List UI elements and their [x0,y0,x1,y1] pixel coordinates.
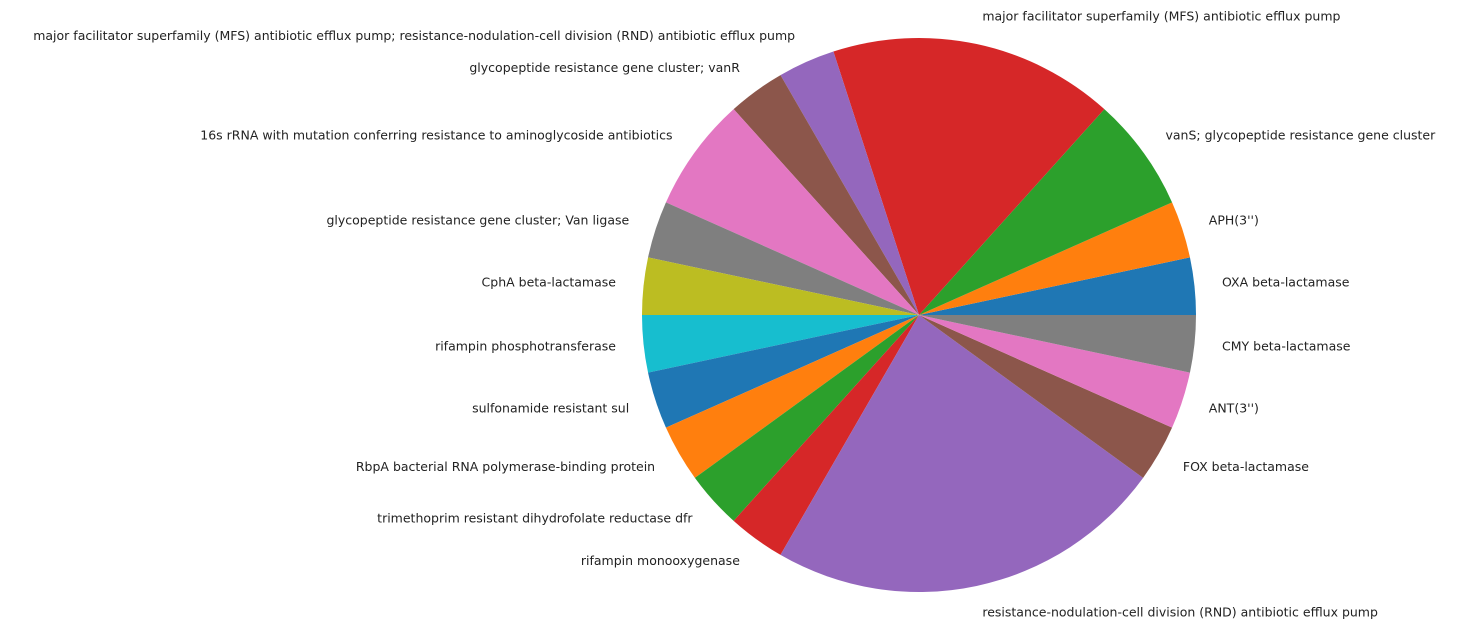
pie-slice-16 [919,315,1190,428]
pie-slice-label-7: glycopeptide resistance gene cluster; Va… [326,212,629,227]
pie-slice-label-1: APH(3'') [1209,212,1259,227]
pie-slice-label-11: RbpA bacterial RNA polymerase-binding pr… [356,459,655,474]
pie-slice-2 [919,109,1173,316]
pie-slice-7 [648,202,919,315]
pie-slice-label-0: OXA beta-lactamase [1222,275,1350,290]
pie-slice-11 [665,315,919,478]
pie-slice-label-4: major facilitator superfamily (MFS) anti… [33,28,795,43]
pie-slice-14 [780,315,1144,593]
pie-slice-label-13: rifampin monooxygenase [581,553,740,568]
pie-slice-13 [733,315,919,555]
pie-slice-label-9: rifampin phosphotransferase [435,338,616,353]
pie-slice-0 [919,257,1196,315]
pie-slice-12 [694,315,919,521]
pie-slice-label-3: major facilitator superfamily (MFS) anti… [982,8,1340,23]
pie-slice-label-15: FOX beta-lactamase [1183,459,1309,474]
pie-slice-label-2: vanS; glycopeptide resistance gene clust… [1166,127,1437,142]
pie-slice-label-5: glycopeptide resistance gene cluster; va… [469,60,740,75]
pie-slice-label-12: trimethoprim resistant dihydrofolate red… [377,510,693,525]
pie-labels: OXA beta-lactamase APH(3'') vanS; glycopep… [33,8,1436,619]
pie-slice-8 [642,257,919,315]
pie-slice-15 [919,315,1173,478]
pie-slice-4 [780,51,919,316]
pie-slice-label-10: sulfonamide resistant sul [472,401,629,416]
pie-slice-label-16: ANT(3'') [1209,401,1259,416]
pie-slice-3 [833,38,1105,316]
pie-slice-label-14: resistance-nodulation-cell division (RND… [982,605,1378,620]
pie-slice-10 [648,315,919,428]
pie-slice-label-6: 16s rRNA with mutation conferring resist… [200,127,672,142]
pie-slice-17 [919,315,1196,373]
pie-slice-1 [919,202,1190,315]
pie-slice-label-8: CphA beta-lactamase [482,275,617,290]
pie-slice-5 [733,75,919,315]
pie-slice-6 [665,109,919,316]
pie-slices [641,38,1196,593]
pie-slice-9 [641,315,919,373]
pie-slice-label-17: CMY beta-lactamase [1222,338,1351,353]
